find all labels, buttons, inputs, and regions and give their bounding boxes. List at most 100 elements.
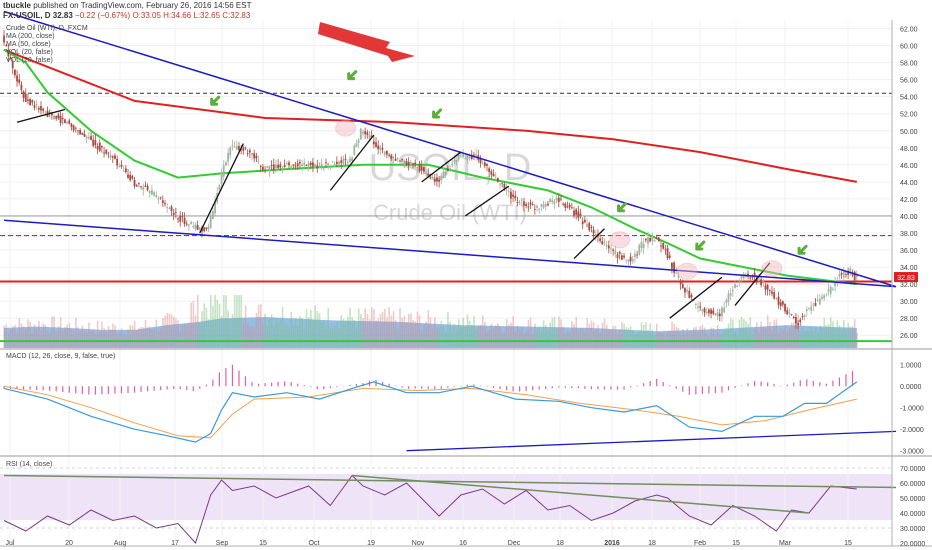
candle-body [13,69,16,76]
candle-body [494,175,497,177]
candle-body [473,154,475,156]
candle-body [842,271,845,278]
rsi-tick-label: 60.0000 [900,481,925,488]
volume-bar [605,324,608,348]
time-tick-label: 18 [556,540,564,547]
candle-body [301,164,303,167]
candle-body [618,251,621,254]
candle-body [538,209,541,210]
volume-bar [471,324,473,348]
symbol-label[interactable]: FX:USOIL, D [3,11,51,20]
candle-body [5,45,8,47]
volume-bar [727,323,730,348]
green-arrow-icon [797,244,808,255]
volume-bar [314,305,317,348]
legend-ma200[interactable]: MA (200, close) [6,33,55,40]
volume-bar [512,316,514,348]
candle-body [372,141,375,145]
candle-body [525,204,528,206]
volume-bar [458,319,460,348]
grid [0,20,892,546]
candle-body [37,107,40,110]
swing-line [573,228,605,260]
candle-body [821,296,823,299]
volume-bar [227,310,229,348]
candle-body [496,177,499,182]
volume-bar [194,315,197,348]
rsi-tick-label: 30.0000 [900,526,925,533]
candle-body [827,289,830,292]
trendline [3,10,897,288]
author-name[interactable]: tbuckle [3,1,32,10]
legend-title: Crude Oil (WTI), D, FXCM [6,25,88,32]
candle-body [22,91,25,99]
candle-body [27,99,29,101]
legend-vol[interactable]: VOL (20, false) [6,49,53,56]
volume-bar [40,330,42,348]
candle-body [636,254,639,256]
volume-bar [747,323,749,348]
candle-body [851,274,854,276]
volume-bar [529,317,532,348]
candle-body [161,200,164,204]
candle-body [664,249,667,251]
candle-body [233,146,236,148]
candle-body [318,162,321,164]
volume-bar [460,327,462,348]
candle-body [377,145,380,150]
volume-bar [595,329,597,348]
volume-bar [468,320,471,348]
volume-bar [27,319,29,348]
candle-body [399,160,401,162]
volume-bar [830,317,832,348]
candle-body [829,286,832,294]
candle-body [797,323,799,326]
volume-bar [375,320,377,348]
candle-body [681,284,684,289]
legend-vol-2[interactable]: VOL (20, false) [6,57,53,64]
candle-body [740,274,743,279]
candle-body [303,162,306,166]
volume-bar [699,326,702,348]
candle-body [409,162,412,165]
time-tick-label: 17 [171,540,179,547]
price-tick-label: 44.00 [900,180,918,187]
ma200-line [3,48,857,183]
candle-body [401,159,404,161]
legend-ma50[interactable]: MA (50, close) [6,41,51,48]
swing-line [329,134,375,191]
candle-body [94,140,97,146]
candle-body [766,284,769,290]
candle-body [351,157,353,161]
candle-body [583,219,586,223]
candle-body [694,303,697,305]
rsi-label[interactable]: RSI (14, close) [6,461,53,468]
candle-body [542,204,545,208]
candle-body [342,158,345,165]
volume-bar [181,324,184,348]
candle-body [662,242,665,249]
time-tick-label: Nov [412,540,425,547]
volume-bar [157,331,160,348]
green-arrow-icon [432,108,443,119]
volume-bar [68,322,71,348]
volume-bar [801,326,804,348]
candle-body [305,165,308,166]
macd-label[interactable]: MACD (12, 26, close, 9, false, true) [6,353,116,360]
moving-averages [3,48,857,286]
volume-bar [625,327,628,348]
volume-bar [573,323,575,348]
candle-body [834,280,836,286]
candle-body [155,195,158,198]
volume-bar [449,321,451,348]
time-tick-label: 18 [648,540,656,547]
volume-bar [357,308,360,348]
volume-bar [566,330,569,348]
time-tick-label: 19 [367,540,375,547]
time-tick-label: 15 [732,540,740,547]
volume-bar [109,329,112,348]
volume-bar [540,329,543,348]
volume-bar [503,332,506,348]
volume-bar [133,320,136,348]
